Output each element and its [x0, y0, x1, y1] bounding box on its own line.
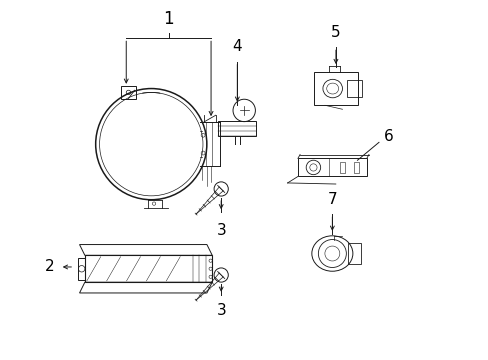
- Bar: [121, 86, 136, 99]
- Bar: [297, 158, 366, 176]
- Text: 7: 7: [327, 192, 337, 207]
- Text: 2: 2: [45, 260, 54, 274]
- Text: 1: 1: [163, 10, 174, 28]
- Bar: [314, 72, 357, 105]
- Text: 4: 4: [232, 40, 242, 54]
- Text: 6: 6: [384, 130, 393, 144]
- Bar: [218, 121, 256, 136]
- Bar: [78, 258, 85, 279]
- Text: 5: 5: [330, 25, 340, 40]
- Text: 3: 3: [216, 303, 225, 318]
- Bar: [85, 255, 212, 282]
- Bar: [340, 162, 344, 173]
- Bar: [346, 80, 361, 97]
- Bar: [353, 162, 358, 173]
- Text: 3: 3: [216, 223, 225, 238]
- Bar: [347, 243, 361, 264]
